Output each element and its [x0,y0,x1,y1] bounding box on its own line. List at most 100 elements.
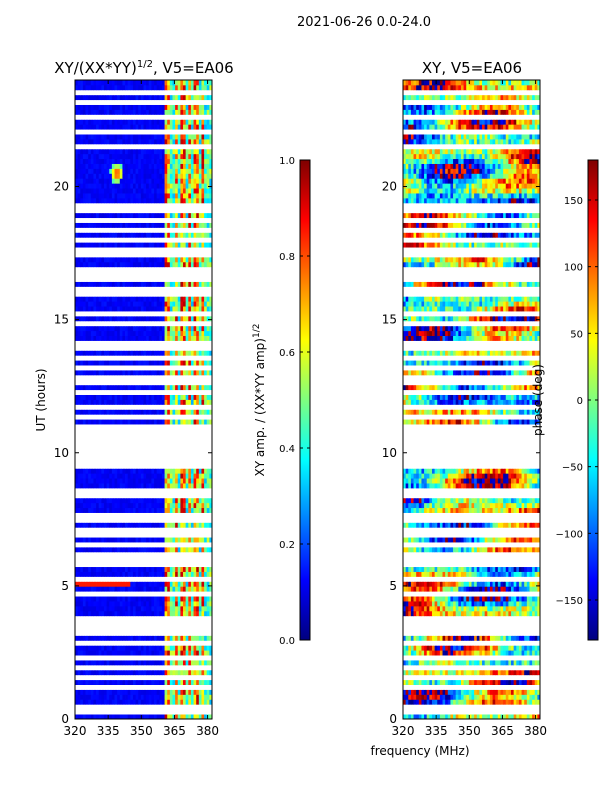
heatmap-cell [98,586,102,592]
heatmap-cell [167,463,171,469]
heatmap-cell [90,645,94,651]
heatmap-cell [130,335,134,341]
heatmap-cell [206,630,210,636]
heatmap-cell [106,419,110,425]
heatmap-cell [127,571,131,577]
heatmap-cell [90,542,94,548]
heatmap-cell [148,478,152,484]
heatmap-cell [172,247,176,253]
heatmap-cell [88,483,92,489]
heatmap-cell [209,655,213,661]
heatmap-cell [172,330,176,336]
heatmap-cell [204,404,208,410]
heatmap-cell [132,355,136,361]
heatmap-cell [206,635,210,641]
heatmap-cell [198,561,202,568]
heatmap-cell [156,350,160,356]
heatmap-cell [209,463,213,469]
heatmap-cell [167,428,171,435]
heatmap-cell [82,704,86,710]
heatmap-cell [82,576,86,582]
heatmap-cell [117,669,121,676]
heatmap-cell [190,591,194,597]
heatmap-cell [164,247,168,253]
heatmap-cell [117,615,121,622]
heatmap-cell [196,291,200,297]
heatmap-cell [127,315,131,322]
heatmap-cell [164,502,168,509]
heatmap-cell [80,301,84,307]
heatmap-cell [77,620,81,627]
heatmap-cell [103,517,108,523]
heatmap-cell [77,261,81,268]
heatmap-cell [172,453,176,459]
heatmap-cell [209,502,213,509]
heatmap-cell [140,301,144,307]
heatmap-cell [175,660,179,666]
heatmap-cell [122,409,126,415]
heatmap-cell [148,458,152,464]
heatmap-cell [169,679,173,685]
heatmap-cell [180,458,184,464]
heatmap-cell [109,502,113,509]
heatmap-cell [143,424,147,430]
heatmap-cell [88,586,92,592]
heatmap-cell [88,576,92,582]
heatmap-cell [98,532,102,538]
heatmap-cell [204,311,208,317]
heatmap-cell [154,625,158,631]
heatmap-cell [159,414,163,420]
heatmap-cell [132,370,136,376]
heatmap-cell [130,399,134,405]
heatmap-cell [154,586,158,592]
heatmap-cell [135,306,139,312]
heatmap-cell [140,497,144,504]
heatmap-cell [135,266,139,273]
heatmap-cell [117,502,121,509]
heatmap-cell [185,507,189,513]
heatmap-cell [122,650,126,656]
heatmap-cell [169,330,173,336]
heatmap-cell [85,492,89,499]
heatmap-cell [164,360,168,366]
heatmap-cell [140,266,144,273]
heatmap-cell [125,640,129,646]
heatmap-cell [169,252,173,258]
heatmap-cell [85,301,89,307]
heatmap-cell [148,694,152,700]
heatmap-cell [180,379,184,386]
heatmap-cell [114,669,118,676]
heatmap-cell [103,537,108,543]
heatmap-cell [185,276,189,282]
heatmap-cell [90,601,94,607]
heatmap-cell [151,502,155,509]
heatmap-cell [93,487,97,494]
heatmap-cell [180,512,184,518]
heatmap-cell [140,291,144,297]
heatmap-cell [125,433,129,440]
heatmap-cell [159,709,163,715]
heatmap-cell [80,635,84,641]
heatmap-cell [190,281,194,287]
heatmap-cell [127,517,131,523]
heatmap-cell [125,306,129,312]
heatmap-cell [146,458,150,464]
heatmap-cell [151,365,155,371]
heatmap-cell [209,660,213,666]
heatmap-cell [204,463,208,469]
heatmap-cell [75,276,79,282]
heatmap-cell [183,497,187,504]
heatmap-cell [161,694,165,700]
heatmap-cell [180,301,184,307]
heatmap-cell [167,689,171,695]
heatmap-cell [82,286,86,292]
heatmap-cell [206,409,210,415]
heatmap-cell [156,335,160,341]
heatmap-cell [164,615,168,622]
heatmap-cell [206,483,210,489]
heatmap-cell [98,522,102,528]
heatmap-cell [85,699,89,705]
heatmap-cell [125,483,129,489]
heatmap-cell [90,664,94,671]
heatmap-cell [85,276,89,282]
